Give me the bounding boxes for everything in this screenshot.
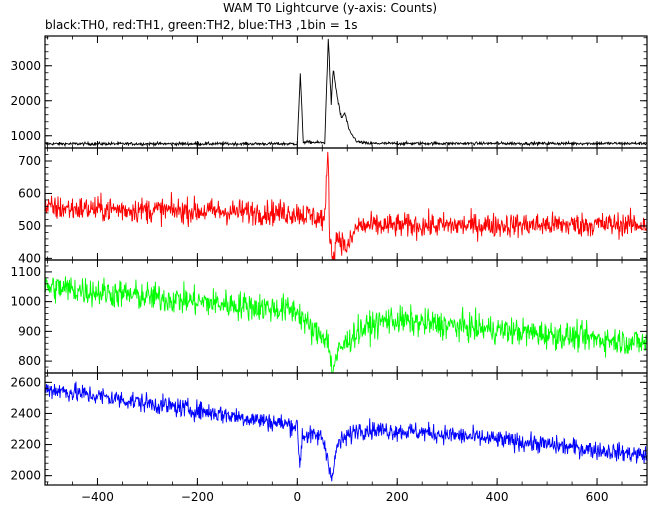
panel-th3: 2000 2200 2400 2600 bbox=[10, 372, 648, 486]
series-line-th0 bbox=[45, 38, 647, 148]
panel-th0: 1000 2000 3000 bbox=[10, 35, 648, 149]
y-tick-label: 1000 bbox=[10, 129, 41, 143]
y-tick-label: 2400 bbox=[10, 406, 41, 420]
x-tick-label: −400 bbox=[81, 490, 114, 504]
chart-title: WAM T0 Lightcurve (y-axis: Counts) bbox=[223, 1, 437, 15]
panel-frame bbox=[44, 259, 648, 374]
y-tick-label: 2000 bbox=[10, 469, 41, 483]
x-tick-label: 200 bbox=[386, 490, 409, 504]
y-tick-label: 700 bbox=[18, 154, 41, 168]
y-tick-label: 2600 bbox=[10, 375, 41, 389]
panels-layer: 1000 2000 3000 400 500 600 700 800 900 1000 1100 20… bbox=[10, 35, 648, 486]
y-tick-label: 3000 bbox=[10, 59, 41, 73]
y-tick-label: 1000 bbox=[10, 295, 41, 309]
x-tick-label: 400 bbox=[486, 490, 509, 504]
x-axis: −400 −200 0 200 400 600 bbox=[81, 490, 609, 504]
y-tick-label: 1100 bbox=[10, 265, 41, 279]
series-line-th3 bbox=[45, 381, 647, 482]
x-tick-label: 0 bbox=[293, 490, 301, 504]
y-tick-label: 400 bbox=[18, 251, 41, 265]
y-tick-label: 500 bbox=[18, 219, 41, 233]
panel-frame bbox=[44, 35, 648, 149]
y-tick-label: 2200 bbox=[10, 438, 41, 452]
y-tick-label: 800 bbox=[18, 354, 41, 368]
series-line-th2 bbox=[45, 275, 647, 373]
y-tick-label: 2000 bbox=[10, 94, 41, 108]
series-line-th1 bbox=[45, 151, 647, 260]
y-tick-label: 600 bbox=[18, 186, 41, 200]
panel-frame bbox=[44, 372, 648, 486]
chart-subtitle: black:TH0, red:TH1, green:TH2, blue:TH3 … bbox=[45, 18, 358, 32]
x-tick-label: −200 bbox=[181, 490, 214, 504]
panel-th1: 400 500 600 700 bbox=[18, 147, 648, 265]
panel-th2: 800 900 1000 1100 bbox=[10, 259, 648, 374]
x-tick-label: 600 bbox=[586, 490, 609, 504]
y-tick-label: 900 bbox=[18, 324, 41, 338]
